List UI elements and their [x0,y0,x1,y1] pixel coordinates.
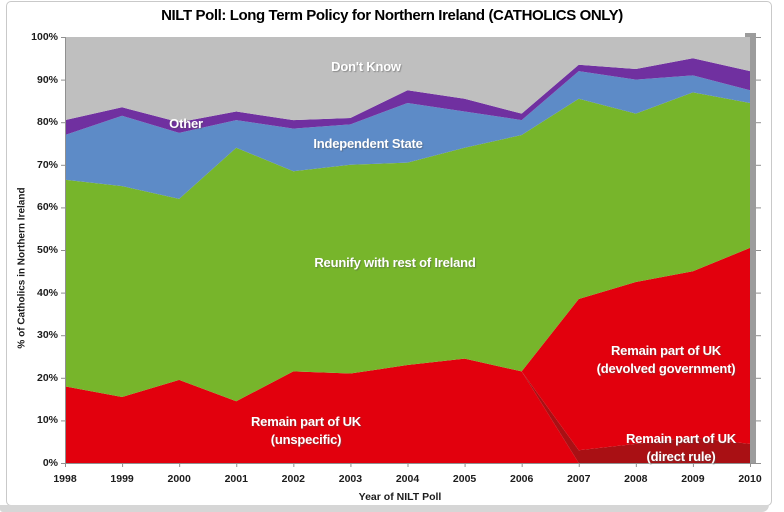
area-other [65,58,750,135]
area-remain-uk-devolved [65,247,750,451]
area-independent-state [65,71,750,199]
area-remain-uk-direct-rule [65,358,750,463]
area-remain-uk-unspecific [65,358,750,463]
plot-right-wall [750,37,756,463]
plot-right-wall-cap [745,33,756,37]
area-dont-know [65,37,750,123]
chart-frame-bottom-edge [0,505,769,512]
chart-title: NILT Poll: Long Term Policy for Northern… [161,7,623,24]
area-reunify-ireland [65,92,750,402]
